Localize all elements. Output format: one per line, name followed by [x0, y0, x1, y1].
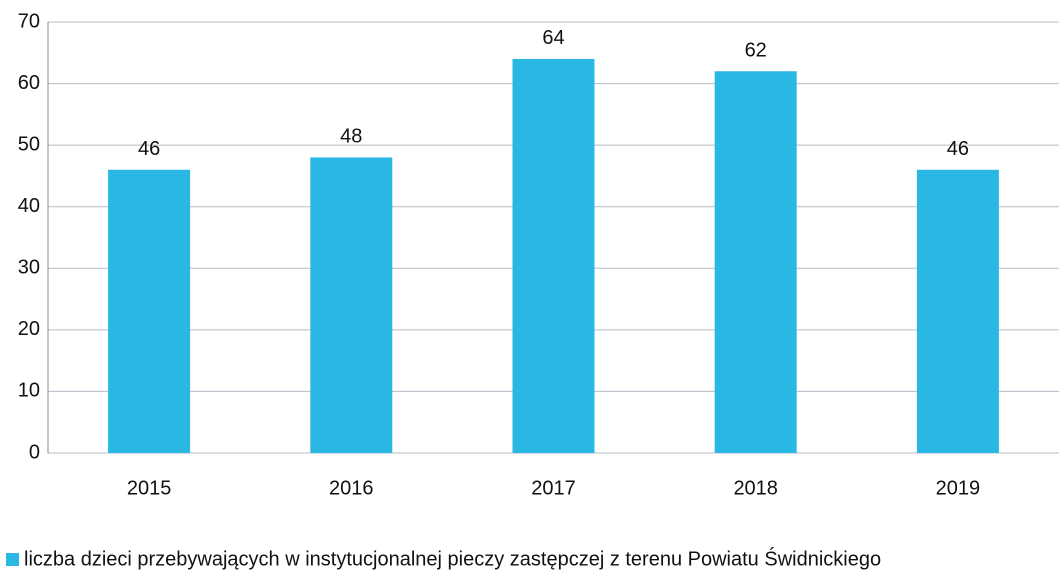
x-tick-label: 2019 [936, 477, 981, 499]
bar [108, 169, 191, 453]
y-tick-label: 30 [18, 257, 40, 279]
bar [916, 169, 999, 453]
x-tick-label: 2015 [127, 477, 172, 499]
y-tick-label: 0 [29, 441, 40, 463]
data-label: 48 [340, 126, 362, 148]
data-label: 46 [138, 138, 160, 160]
y-tick-label: 50 [18, 133, 40, 155]
bar [512, 58, 595, 453]
bar [714, 71, 797, 453]
y-tick-label: 70 [18, 10, 40, 32]
legend-swatch [6, 553, 19, 566]
y-tick-label: 60 [18, 72, 40, 94]
y-tick-label: 10 [18, 380, 40, 402]
y-tick-label: 40 [18, 195, 40, 217]
data-label: 62 [745, 40, 767, 62]
x-tick-label: 2018 [733, 477, 778, 499]
legend-label: liczba dzieci przebywających w instytucj… [24, 546, 881, 570]
y-tick-label: 20 [18, 318, 40, 340]
x-tick-label: 2017 [531, 477, 576, 499]
bar [310, 157, 393, 453]
data-label: 64 [542, 27, 564, 49]
data-label: 46 [947, 138, 969, 160]
x-tick-label: 2016 [329, 477, 374, 499]
